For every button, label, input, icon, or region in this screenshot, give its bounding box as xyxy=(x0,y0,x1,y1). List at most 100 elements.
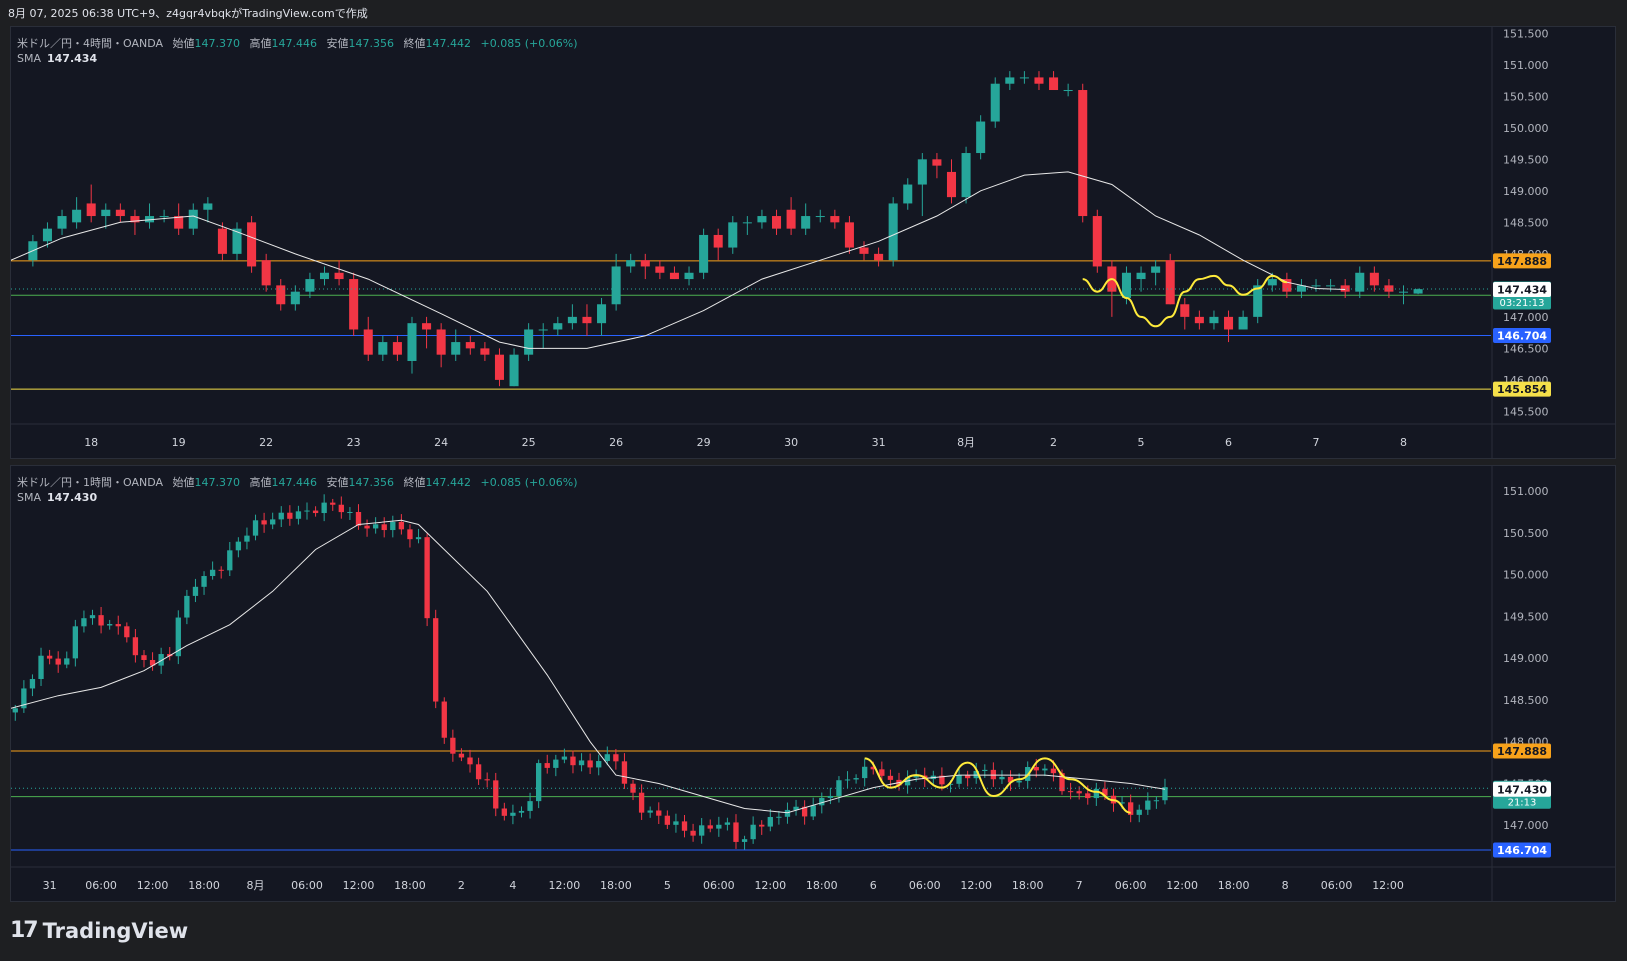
x-tick-label: 4 xyxy=(509,879,516,892)
x-tick-label: 7 xyxy=(1313,436,1320,449)
candle-body xyxy=(415,537,422,540)
brand-name: TradingView xyxy=(42,918,189,943)
high-value: 147.446 xyxy=(271,37,318,50)
price-badge-text: 147.430 xyxy=(1497,783,1547,796)
low-label: 安値 xyxy=(326,476,349,489)
candle-body xyxy=(1145,800,1151,810)
candle-body xyxy=(252,520,259,536)
candle-body xyxy=(451,342,461,355)
candle-body xyxy=(759,824,765,827)
candle-body xyxy=(424,537,430,619)
candle-body xyxy=(888,203,898,261)
chart-content: 147.000147.500148.000148.500149.000149.5… xyxy=(11,466,1615,901)
candle-body xyxy=(29,679,36,689)
candle-body xyxy=(1085,793,1091,799)
y-tick-label: 146.500 xyxy=(1503,342,1549,355)
tradingview-logo[interactable]: 17 TradingView xyxy=(10,918,188,943)
ohlc-legend: 米ドル／円・4時間・OANDA 始値147.370 高値147.446 安値14… xyxy=(17,35,577,51)
candle-body xyxy=(64,658,70,665)
x-tick-label: 18:00 xyxy=(1218,879,1250,892)
change-value: +0.085 (+0.06%) xyxy=(480,37,578,50)
candle-body xyxy=(810,805,816,817)
candle-body xyxy=(347,512,353,514)
candle-body xyxy=(611,266,621,305)
candle-body xyxy=(699,234,709,273)
candle-body xyxy=(946,171,957,198)
chart-pane-1h[interactable]: 米ドル／円・1時間・OANDA 始値147.370 高値147.446 安値14… xyxy=(10,465,1616,902)
candle-body xyxy=(458,753,465,758)
price-line-badge xyxy=(1493,381,1551,397)
candle-body xyxy=(1005,77,1015,84)
candle-body xyxy=(278,512,284,520)
y-tick-label: 150.000 xyxy=(1503,122,1549,135)
candle-body xyxy=(145,216,155,223)
sma-value: 147.434 xyxy=(47,52,98,65)
candle-body xyxy=(887,775,894,780)
y-tick-label: 148.500 xyxy=(1503,216,1549,229)
x-tick-label: 12:00 xyxy=(1166,879,1198,892)
candle-body xyxy=(338,504,344,513)
price-line-badge-text: 147.888 xyxy=(1497,745,1547,758)
candle-body xyxy=(570,756,576,766)
close-value: 147.442 xyxy=(425,476,472,489)
candle-body xyxy=(55,658,61,665)
sma-legend: SMA 147.430 xyxy=(17,491,97,504)
candle-body xyxy=(999,776,1005,780)
candle-body xyxy=(961,153,971,198)
close-label: 終値 xyxy=(403,37,426,50)
candle-body xyxy=(853,778,859,780)
x-tick-label: 23 xyxy=(347,436,361,449)
candle-body xyxy=(801,216,811,229)
x-tick-label: 12:00 xyxy=(343,879,375,892)
y-tick-label: 147.000 xyxy=(1503,819,1549,832)
candle-body xyxy=(844,222,854,248)
chart-svg-4h[interactable]: 145.500146.000146.500147.000147.500148.0… xyxy=(11,27,1615,458)
candle-body xyxy=(1078,90,1088,217)
candle-body xyxy=(1049,77,1059,91)
candle-body xyxy=(815,216,825,218)
candle-body xyxy=(295,511,302,519)
candle-body xyxy=(819,797,825,806)
price-line-badge xyxy=(1493,253,1551,269)
candle-body xyxy=(244,535,250,542)
candle-body xyxy=(475,764,482,780)
chart-pane-4h[interactable]: 米ドル／円・4時間・OANDA 始値147.370 高値147.446 安値14… xyxy=(10,26,1616,459)
candle-body xyxy=(673,821,679,825)
candle-body xyxy=(690,830,696,836)
candle-body xyxy=(21,688,27,709)
candle-body xyxy=(870,766,876,770)
change-value: +0.085 (+0.06%) xyxy=(480,476,578,489)
candle-body xyxy=(879,769,885,776)
candle-body xyxy=(407,529,413,540)
candle-body xyxy=(1311,285,1321,287)
candle-body xyxy=(990,83,1000,122)
candle-body xyxy=(1153,800,1160,802)
candle-body xyxy=(217,228,227,254)
candle-body xyxy=(1253,285,1263,317)
candle-body xyxy=(363,329,373,355)
candle-body xyxy=(509,354,519,387)
y-tick-label: 151.000 xyxy=(1503,485,1549,498)
candle-body xyxy=(510,812,516,816)
candle-body xyxy=(1042,768,1048,771)
candle-body xyxy=(188,209,198,229)
high-label: 高値 xyxy=(249,37,272,50)
candle-body xyxy=(767,816,773,827)
candle-body xyxy=(859,247,869,254)
candle-body xyxy=(319,272,330,280)
low-value: 147.356 xyxy=(348,476,395,489)
y-tick-label: 147.000 xyxy=(1503,311,1549,324)
candle-body xyxy=(947,783,954,785)
x-tick-label: 2 xyxy=(458,879,465,892)
header-caption: 8月 07, 2025 06:38 UTC+9、z4gqr4vbqkがTradi… xyxy=(8,7,368,20)
candle-body xyxy=(493,780,499,809)
candle-body xyxy=(1119,802,1125,804)
candle-body xyxy=(716,824,722,829)
candle-body xyxy=(973,770,979,779)
candle-body xyxy=(1398,291,1409,293)
chart-svg-1h[interactable]: 147.000147.500148.000148.500149.000149.5… xyxy=(11,466,1615,901)
x-tick-label: 06:00 xyxy=(1115,879,1147,892)
candle-body xyxy=(1296,285,1306,292)
symbol-label: 米ドル／円・1時間・OANDA xyxy=(17,476,164,489)
candle-body xyxy=(12,708,18,713)
